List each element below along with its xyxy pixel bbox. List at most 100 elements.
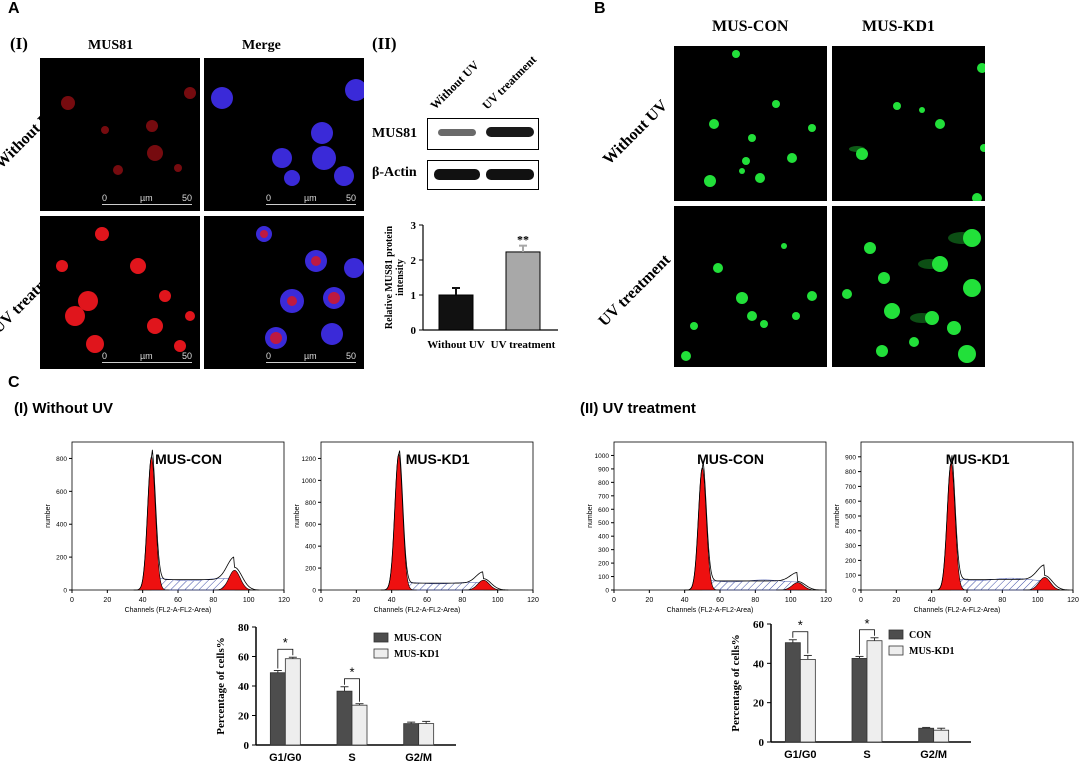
col-merge-label: Merge bbox=[242, 38, 281, 53]
green-nuclei-comets bbox=[842, 229, 981, 363]
y-tick-label: 60 bbox=[753, 619, 765, 631]
x-tick-label: 120 bbox=[527, 597, 539, 604]
panel-a-i-label: (I) bbox=[10, 34, 28, 53]
chart-mus81-intensity: 0 1 2 3 Relative MUS81 proteinintensity Witho… bbox=[384, 220, 558, 351]
significance-bracket bbox=[859, 629, 875, 655]
comet-mus-con-uv bbox=[674, 206, 827, 367]
y-tick-label: 200 bbox=[845, 558, 856, 565]
panel-b-label: B bbox=[594, 0, 606, 17]
x-tick-label: 0 bbox=[319, 597, 323, 604]
x-tick-label: 40 bbox=[681, 597, 689, 604]
red-cells-bright bbox=[56, 227, 195, 353]
x-tick-label: 40 bbox=[388, 597, 396, 604]
bar bbox=[799, 659, 816, 743]
x-tick-label: 20 bbox=[352, 597, 360, 604]
y-tick-label: 700 bbox=[598, 493, 609, 500]
col-mus-con-label: MUS-CON bbox=[712, 18, 789, 35]
y-tick-label: 400 bbox=[845, 528, 856, 535]
b-row-without-uv-label: Without UV bbox=[599, 97, 672, 169]
comet-mus-con-without-uv bbox=[674, 46, 827, 201]
bar bbox=[269, 672, 286, 746]
green-nuclei bbox=[849, 63, 985, 201]
x-tick-label: S bbox=[348, 752, 355, 764]
panel-c-i-title: (I) Without UV bbox=[14, 400, 114, 417]
blot-mus81 bbox=[427, 118, 539, 150]
panel-c-ii-title: (II) UV treatment bbox=[580, 400, 696, 417]
y-tick-label: 2 bbox=[411, 255, 417, 267]
y-tick-label: 200 bbox=[598, 561, 609, 568]
g2-peak bbox=[776, 582, 820, 591]
bar bbox=[918, 727, 935, 743]
significance-bracket bbox=[344, 678, 360, 702]
x-tick-label: 40 bbox=[928, 597, 936, 604]
g2-peak bbox=[1023, 577, 1067, 591]
bar bbox=[866, 640, 883, 743]
col-mus-kd1-label: MUS-KD1 bbox=[862, 18, 935, 35]
y-tick-label: 3 bbox=[411, 220, 417, 232]
legend-swatch bbox=[888, 629, 904, 640]
band-mus81-uv bbox=[486, 127, 534, 137]
y-tick-label: 400 bbox=[56, 522, 67, 529]
y-tick-label: 100 bbox=[845, 573, 856, 580]
y-axis-label: Percentage of cells% bbox=[215, 637, 227, 735]
merged-cells bbox=[211, 79, 364, 186]
x-tick-label: 100 bbox=[785, 597, 797, 604]
legend-swatch bbox=[373, 648, 389, 659]
x-tick-label: S bbox=[863, 749, 870, 761]
legend-swatch bbox=[373, 632, 389, 643]
legend-swatch bbox=[888, 645, 904, 656]
histogram-c-ii-mus-con: MUS-CON 0 20 40 60 80 100 120 0 100 200 300 400 500 60… bbox=[587, 441, 832, 614]
red-cells-sparse bbox=[61, 87, 196, 175]
y-tick-label: 400 bbox=[305, 544, 316, 551]
x-tick-label: 120 bbox=[1067, 597, 1079, 604]
s-phase-area bbox=[950, 577, 1045, 591]
bar bbox=[336, 690, 353, 746]
band-mus81-without-uv bbox=[438, 129, 476, 136]
g1-peak bbox=[933, 462, 970, 591]
micrograph-mus81-without-uv: 0 µm 50 bbox=[40, 58, 200, 211]
x-tick-label: G2/M bbox=[920, 749, 947, 761]
histogram-title: MUS-KD1 bbox=[406, 451, 470, 467]
blot-row-mus81: MUS81 bbox=[372, 126, 418, 141]
y-tick-label: 1 bbox=[411, 290, 417, 302]
x-tick-label: 20 bbox=[892, 597, 900, 604]
x-tick-label: 60 bbox=[963, 597, 971, 604]
y-tick-label: 300 bbox=[598, 547, 609, 554]
x-tick-label: 100 bbox=[1032, 597, 1044, 604]
histogram-title: MUS-CON bbox=[155, 451, 222, 467]
panel-a-ii-label: (II) bbox=[372, 34, 397, 53]
x-tick-label: UV treatment bbox=[491, 339, 556, 351]
scale-bar: 0 µm 50 bbox=[102, 193, 192, 205]
y-tick-label: 900 bbox=[598, 466, 609, 473]
significance-label: * bbox=[798, 618, 803, 633]
y-tick-label: 60 bbox=[238, 652, 250, 664]
x-axis-label: Channels (FL2-A-FL2-Area) bbox=[914, 607, 1001, 614]
y-tick-label: 0 bbox=[312, 588, 316, 595]
bar bbox=[418, 723, 435, 746]
bar bbox=[403, 723, 420, 746]
y-tick-label: 100 bbox=[598, 574, 609, 581]
histogram-envelope bbox=[381, 450, 509, 591]
y-tick-label: 600 bbox=[845, 499, 856, 506]
histogram-envelope bbox=[133, 449, 260, 591]
x-tick-label: 60 bbox=[423, 597, 431, 604]
y-tick-label: 600 bbox=[305, 522, 316, 529]
scale-bar: 0 µm 50 bbox=[102, 351, 192, 363]
x-tick-label: G1/G0 bbox=[269, 752, 301, 764]
y-tick-label: 800 bbox=[598, 480, 609, 487]
x-tick-label: 80 bbox=[751, 597, 759, 604]
histogram-envelope bbox=[933, 455, 1070, 591]
blot-lane-without-uv: Without UV bbox=[427, 57, 482, 113]
y-tick-label: 0 bbox=[759, 737, 765, 749]
micrograph-mus81-uv: 0 µm 50 bbox=[40, 216, 200, 369]
y-tick-label: 800 bbox=[305, 500, 316, 507]
y-axis-label: number bbox=[834, 503, 841, 527]
x-tick-label: 0 bbox=[612, 597, 616, 604]
x-tick-label: 0 bbox=[859, 597, 863, 604]
x-tick-label: 100 bbox=[243, 597, 255, 604]
g2-peak bbox=[213, 569, 257, 591]
y-tick-label: 20 bbox=[238, 711, 250, 723]
histogram-title: MUS-CON bbox=[697, 451, 764, 467]
bar bbox=[351, 704, 368, 746]
